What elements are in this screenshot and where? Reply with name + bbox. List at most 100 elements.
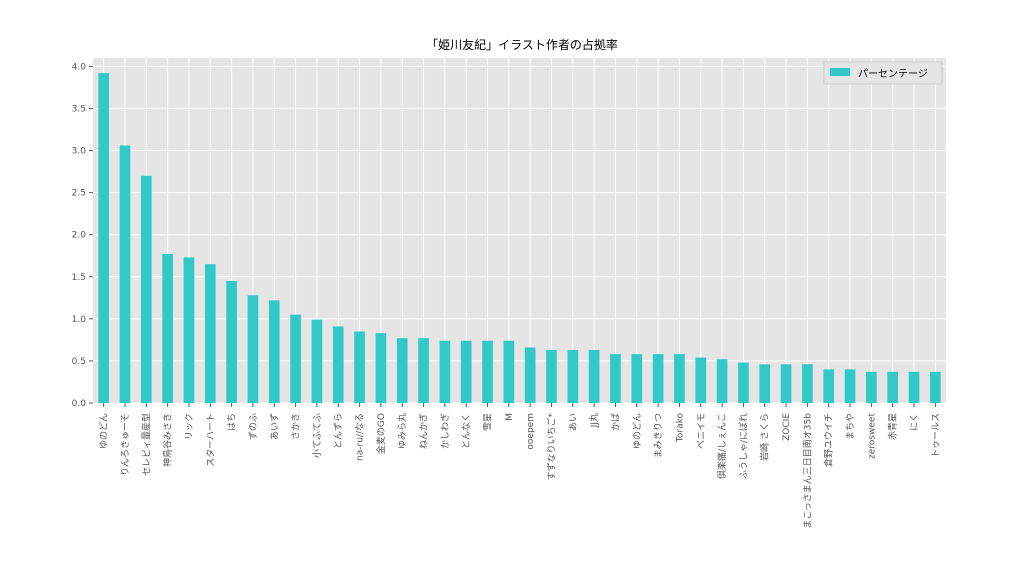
x-tick-label: まこっさまん三日目南オ35b xyxy=(801,413,813,529)
bar xyxy=(396,338,408,403)
bar xyxy=(98,73,109,404)
y-tick-label: 4.0 xyxy=(72,62,87,72)
x-tick-label: na-ru//なる xyxy=(355,413,366,461)
bar xyxy=(482,340,493,403)
bar xyxy=(780,364,792,403)
bar xyxy=(908,371,920,403)
bar xyxy=(546,349,557,403)
x-tick-label: 雪星 xyxy=(483,413,494,431)
bar xyxy=(503,340,515,403)
x-tick-label: 倶楽痛/しぇんこ xyxy=(716,413,728,479)
x-tick-label: スターハート xyxy=(205,413,216,467)
bar xyxy=(844,369,856,403)
x-tick-label: ふうしゃ/にぽれ xyxy=(738,413,749,479)
y-tick-label: 1.0 xyxy=(72,315,87,325)
y-tick-label: 0.5 xyxy=(72,357,86,367)
x-tick-label: ゆのどん xyxy=(632,413,643,449)
x-tick-label: ベニイモ xyxy=(697,413,707,449)
bar xyxy=(183,257,195,403)
x-tick-label: にく xyxy=(909,413,920,431)
x-tick-label: 小てふてふ xyxy=(312,413,323,458)
legend-label: パーセンテージ xyxy=(858,68,928,80)
legend-swatch xyxy=(830,68,850,76)
x-tick-label: とんなく xyxy=(461,413,472,449)
bar xyxy=(460,340,472,403)
x-tick-label: 岩崎 さくら xyxy=(759,413,771,461)
x-tick-label: あい xyxy=(568,413,579,431)
x-tick-label: ねんかぎ xyxy=(418,413,430,449)
bar xyxy=(354,331,365,403)
x-tick-label: とんずら xyxy=(333,413,344,449)
bar xyxy=(567,349,579,403)
x-tick-label: リック xyxy=(184,413,195,440)
x-tick-label: 倉野ユウイチ xyxy=(823,413,835,467)
plot-area xyxy=(93,58,946,403)
bar xyxy=(204,264,216,403)
y-axis-ticks: 0.0 0.5 1.0 1.5 2.0 2.5 3.0 3.5 4.0 xyxy=(72,62,93,409)
x-tick-label: トゥールス xyxy=(931,413,941,458)
bar xyxy=(695,357,707,403)
bar xyxy=(119,145,131,403)
x-tick-label: zerosweet xyxy=(867,413,877,459)
x-tick-label: ずのふ xyxy=(248,413,259,440)
x-tick-label: さかき xyxy=(291,413,302,440)
x-axis-ticks: ゆのどん りんろきゅーそ セレビィ量産型 神鳥谷みさき リック スターハート はち ずのふ あい… xyxy=(99,403,941,529)
bar xyxy=(631,354,643,403)
bar xyxy=(674,354,685,403)
legend-box xyxy=(823,61,943,85)
bar xyxy=(716,359,728,403)
bar xyxy=(588,349,600,403)
bar xyxy=(823,369,835,403)
x-tick-label: Torako xyxy=(675,413,685,444)
x-tick-label: かぱ xyxy=(610,413,621,431)
bar xyxy=(332,326,344,403)
x-tick-label: ゆみら丸 xyxy=(396,413,408,449)
bar xyxy=(247,295,259,403)
bar xyxy=(524,347,536,403)
x-tick-label: すずなりいちご* xyxy=(545,413,557,481)
y-tick-label: 3.0 xyxy=(72,147,87,157)
bar xyxy=(226,280,237,403)
bar xyxy=(738,362,749,403)
x-tick-label: かしわぎ xyxy=(439,413,451,449)
x-tick-label: M xyxy=(505,413,515,421)
x-tick-label: まちや xyxy=(845,413,856,440)
bar xyxy=(375,333,387,403)
bar xyxy=(268,300,280,403)
bar xyxy=(887,371,899,403)
x-tick-label: セレビィ量産型 xyxy=(140,413,152,476)
y-tick-label: 1.5 xyxy=(72,273,86,283)
legend: パーセンテージ xyxy=(823,61,943,85)
x-tick-label: あいず xyxy=(269,413,280,440)
x-tick-label: 金麦のGO xyxy=(375,413,387,454)
chart-title: 「姫川友紀」イラスト作者の占拠率 xyxy=(426,37,618,52)
bar xyxy=(759,364,771,403)
bar xyxy=(930,371,941,403)
y-tick-label: 2.5 xyxy=(72,189,86,199)
bars xyxy=(98,73,941,404)
x-tick-label: ooepem xyxy=(526,413,536,450)
y-tick-label: 0.0 xyxy=(72,399,87,409)
bar xyxy=(610,354,621,403)
x-tick-label: JJ丸 xyxy=(588,413,600,428)
y-tick-label: 3.5 xyxy=(72,104,86,114)
bar xyxy=(802,364,813,403)
x-tick-label: まみきりつ xyxy=(653,413,664,458)
x-tick-label: はち xyxy=(227,413,238,431)
bar xyxy=(418,338,429,403)
x-tick-label: ZOCIE xyxy=(782,413,792,441)
bar xyxy=(311,319,323,403)
x-tick-label: 神鳥谷みさき xyxy=(162,413,174,467)
bar xyxy=(439,340,451,403)
x-tick-label: ゆのどん xyxy=(99,413,110,449)
y-tick-label: 2.0 xyxy=(72,231,87,241)
bar xyxy=(162,254,173,403)
x-tick-label: りんろきゅーそ xyxy=(120,413,131,476)
bar xyxy=(652,354,664,403)
bar xyxy=(140,175,152,403)
x-tick-label: 赤青星 xyxy=(887,413,899,440)
bar xyxy=(866,371,877,403)
bar xyxy=(290,314,301,403)
